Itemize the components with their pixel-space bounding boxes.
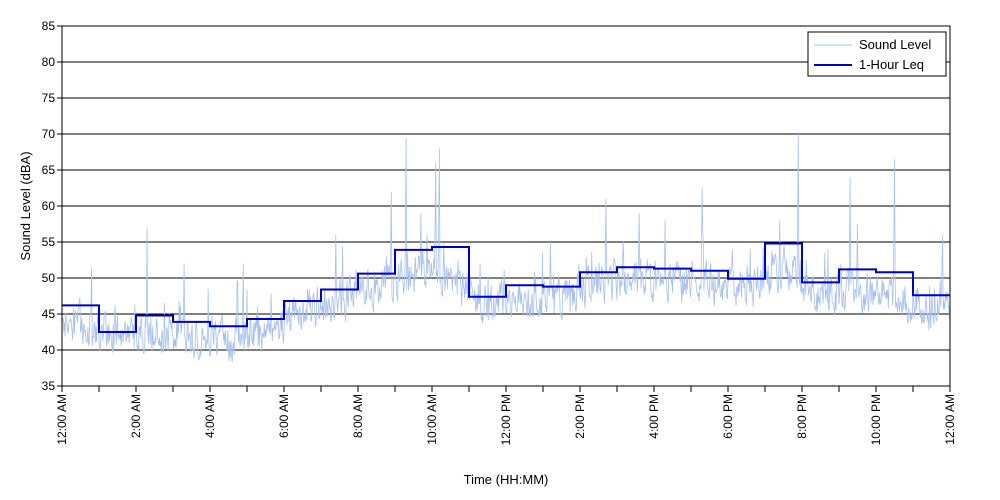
x-tick-label: 12:00 PM [499, 394, 513, 445]
y-tick-label: 50 [42, 271, 56, 285]
sound-level-trace [62, 133, 950, 363]
x-axis-title: Time (HH:MM) [464, 472, 549, 487]
y-tick-label: 85 [42, 19, 56, 33]
x-tick-label: 10:00 AM [425, 394, 439, 445]
y-tick-label: 45 [42, 307, 56, 321]
x-tick-label: 8:00 AM [351, 394, 365, 438]
leq-step-line [62, 242, 950, 333]
series-1-hour-leq [62, 242, 950, 333]
y-tick-label: 70 [42, 127, 56, 141]
x-tick-label: 4:00 AM [203, 394, 217, 438]
y-tick-label: 60 [42, 199, 56, 213]
x-axis: 12:00 AM 2:00 AM 4:00 AM 6:00 AM 8:00 AM 10:0… [55, 386, 957, 445]
series-sound-level [62, 133, 950, 363]
x-tick-label: 8:00 PM [795, 394, 809, 439]
x-tick-label: 2:00 AM [129, 394, 143, 438]
legend: Sound Level 1-Hour Leq [807, 31, 947, 77]
x-tick-label: 10:00 PM [869, 394, 883, 445]
x-tick-label: 6:00 PM [721, 394, 735, 439]
x-tick-label: 12:00 AM [55, 394, 69, 445]
y-tick-label: 80 [42, 55, 56, 69]
y-tick-label: 75 [42, 91, 56, 105]
x-tick-label: 6:00 AM [277, 394, 291, 438]
y-axis: 35 40 45 50 55 60 65 70 75 80 85 [42, 19, 62, 393]
y-tick-label: 35 [42, 379, 56, 393]
x-tick-label: 12:00 AM [943, 394, 957, 445]
y-tick-label: 40 [42, 343, 56, 357]
y-tick-label: 65 [42, 163, 56, 177]
legend-box [807, 31, 947, 77]
y-tick-label: 55 [42, 235, 56, 249]
y-axis-title: Sound Level (dBA) [18, 151, 33, 260]
x-tick-label: 4:00 PM [647, 394, 661, 439]
grid-lines [62, 61, 950, 351]
legend-label-1-hour-leq: 1-Hour Leq [859, 57, 924, 72]
legend-label-sound-level: Sound Level [859, 37, 931, 52]
x-tick-label: 2:00 PM [573, 394, 587, 439]
